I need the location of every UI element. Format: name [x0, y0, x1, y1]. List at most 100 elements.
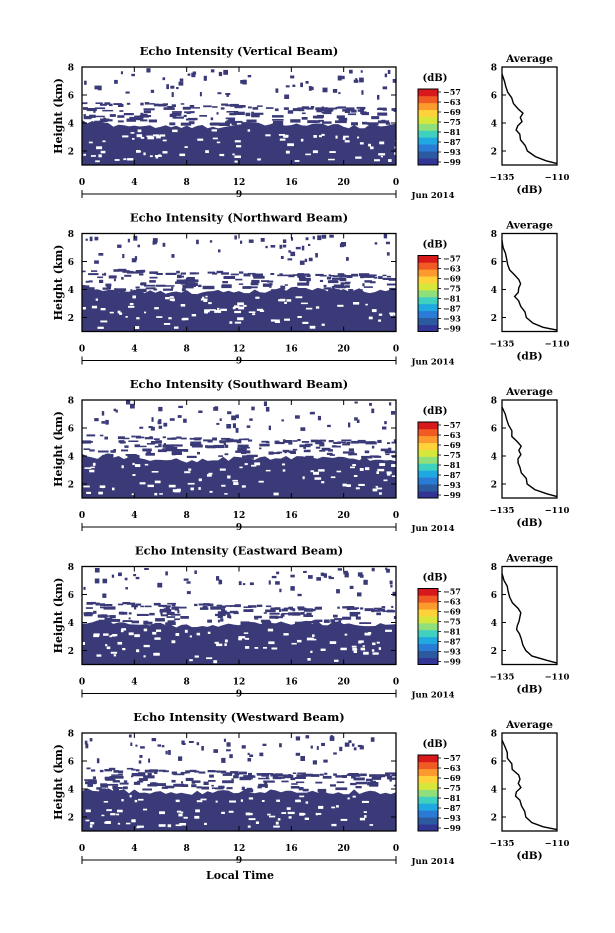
echo-high-cell	[377, 94, 380, 100]
y-tick-label: 4	[68, 619, 74, 629]
echo-band-cell	[322, 775, 332, 779]
echo-gap	[318, 805, 324, 809]
colorbar-tick-label: −57	[443, 254, 461, 264]
echo-upper-cell	[117, 104, 124, 107]
echo-band-cell	[269, 283, 273, 286]
echo-high-cell	[360, 70, 363, 73]
x-tick-label: 0	[79, 345, 85, 355]
echo-upper-cell	[252, 107, 259, 110]
echo-high-cell	[242, 583, 246, 586]
echo-high-cell	[290, 251, 296, 257]
echo-band-cell	[188, 117, 198, 121]
echo-band-cell	[292, 608, 296, 612]
echo-band-cell	[203, 781, 209, 785]
echo-high-cell	[355, 78, 358, 83]
panel-title: Echo Intensity (Vertical Beam)	[140, 44, 339, 58]
echo-upper-cell	[126, 602, 136, 605]
echo-gap	[318, 469, 325, 472]
echo-upper-cell	[337, 273, 345, 277]
echo-high-cell	[196, 742, 200, 746]
echo-band-cell	[290, 608, 294, 611]
echo-upper-cell	[140, 102, 144, 106]
echo-upper-cell	[95, 102, 103, 104]
echo-band-cell	[305, 455, 314, 460]
echo-upper-cell	[144, 769, 154, 773]
colorbar-swatch	[418, 422, 438, 430]
echo-band-cell	[274, 440, 280, 444]
date-label: Jun 2014	[411, 191, 455, 201]
echo-band-cell	[233, 775, 239, 779]
echo-band-cell	[331, 286, 337, 288]
echo-band-cell	[260, 619, 271, 623]
echo-high-cell	[351, 743, 355, 747]
echo-gap	[196, 800, 203, 803]
echo-gap	[98, 154, 102, 158]
avg-y-tick-label: 2	[491, 647, 497, 657]
colorbar-tick-label: −75	[443, 617, 461, 627]
echo-band-cell	[317, 788, 327, 792]
echo-band-cell	[162, 448, 173, 452]
colorbar-tick-label: −99	[443, 657, 461, 667]
echo-high-cell	[234, 235, 237, 240]
echo-band-cell	[144, 284, 155, 287]
echo-gap	[116, 813, 120, 816]
colorbar-swatch	[418, 650, 438, 658]
echo-gap	[378, 153, 386, 156]
echo-upper-cell	[135, 769, 140, 772]
echo-gap	[234, 321, 242, 324]
echo-band-cell	[362, 283, 365, 287]
echo-band-cell	[393, 616, 396, 619]
echo-band-cell	[187, 277, 195, 280]
echo-gap	[270, 319, 276, 322]
echo-band-cell	[388, 447, 392, 450]
echo-band-cell	[118, 773, 123, 776]
echo-gap	[209, 490, 213, 493]
colorbar-swatch	[418, 102, 438, 111]
echo-band-cell	[338, 620, 342, 624]
echo-band-cell	[280, 285, 284, 289]
echo-band-cell	[228, 117, 235, 121]
echo-upper-cell	[274, 607, 281, 610]
echo-band-cell	[123, 113, 134, 116]
echo-high-cell	[275, 88, 279, 93]
echo-band-cell	[201, 786, 209, 790]
echo-gap	[379, 141, 385, 145]
echo-gap	[117, 310, 121, 314]
echo-band-cell	[105, 615, 116, 617]
echo-band-cell	[393, 439, 396, 443]
echo-band-cell	[93, 110, 96, 113]
echo-band-cell	[280, 613, 285, 617]
avg-y-tick-label: 2	[491, 148, 497, 158]
echo-band-cell	[186, 455, 197, 458]
echo-band-cell	[326, 452, 333, 455]
echo-gap	[136, 649, 140, 653]
echo-band-cell	[229, 113, 236, 116]
echo-gap	[189, 635, 192, 638]
avg-x-label: (dB)	[516, 850, 542, 862]
echo-upper-cell	[306, 274, 311, 277]
x-tick-label: 8	[184, 844, 190, 854]
echo-gap	[143, 808, 148, 811]
echo-gap	[258, 480, 264, 483]
echo-gap	[208, 302, 212, 305]
echo-upper-cell	[256, 105, 263, 107]
echo-band-cell	[114, 288, 127, 291]
echo-band-cell	[360, 111, 367, 115]
echo-upper-cell	[256, 604, 263, 607]
echo-gap	[82, 642, 85, 645]
echo-high-cell	[152, 238, 158, 243]
echo-band-cell	[181, 288, 186, 292]
echo-band-cell	[225, 117, 236, 120]
echo-band-cell	[341, 439, 352, 442]
echo-gap	[208, 472, 213, 475]
echo-band-cell	[217, 619, 220, 623]
colorbar-tick-label: −99	[443, 157, 461, 167]
echo-gap	[388, 159, 392, 162]
echo-band-cell	[191, 784, 197, 788]
echo-gap	[248, 311, 256, 313]
avg-y-tick-label: 4	[491, 619, 497, 629]
echo-high-cell	[281, 419, 284, 422]
echo-band-cell	[332, 445, 337, 447]
echo-gap	[232, 153, 235, 156]
echo-high-cell	[150, 89, 155, 93]
